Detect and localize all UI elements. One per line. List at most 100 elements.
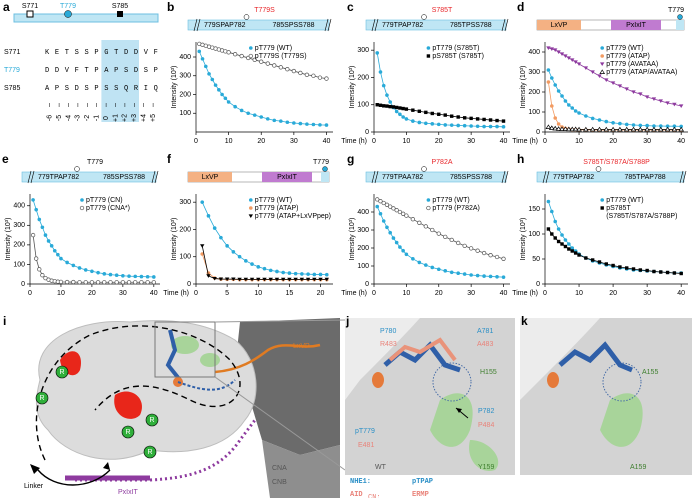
- legend-label: pT779 (ATAP+LxVPpep): [255, 213, 331, 220]
- data-point: [318, 272, 323, 277]
- x-tick-label: 30: [643, 290, 651, 297]
- legend-marker: [599, 69, 606, 74]
- data-point: [83, 268, 88, 272]
- legend-marker: [600, 46, 604, 50]
- data-point: [287, 271, 292, 275]
- data-point: [553, 83, 558, 87]
- data-point: [501, 256, 506, 261]
- data-point: [71, 279, 76, 285]
- data-point: [200, 200, 205, 204]
- legend-label: pT779 (WT): [606, 197, 643, 204]
- x-tick-label: 20: [609, 290, 617, 297]
- residue-mark: R: [125, 429, 130, 436]
- data-point: [630, 126, 637, 132]
- data-point: [378, 70, 383, 74]
- x-tick-label: 40: [500, 138, 508, 145]
- data-point: [388, 230, 392, 235]
- data-point: [391, 236, 396, 240]
- data-point: [559, 52, 565, 56]
- data-point: [218, 277, 224, 282]
- highlight: [101, 40, 139, 122]
- data-point: [417, 120, 422, 125]
- legend-marker: [426, 46, 431, 50]
- x-tick-label: 20: [609, 138, 617, 145]
- x-tick-label: 5: [225, 290, 229, 297]
- site-icon: [595, 166, 602, 172]
- panel-label: d: [517, 0, 524, 14]
- legend-subscript: CN:: [368, 494, 381, 498]
- residue-mark: R: [149, 417, 154, 424]
- data-point: [203, 64, 208, 69]
- data-point: [550, 232, 554, 236]
- data-point: [411, 119, 415, 123]
- data-point: [424, 121, 428, 126]
- data-point: [281, 270, 285, 275]
- data-point: [556, 227, 561, 231]
- data-point: [275, 269, 279, 274]
- data-point: [306, 272, 310, 276]
- motif-label: 779TPAA782: [382, 174, 423, 181]
- data-point: [652, 124, 656, 128]
- x-tick-label: 30: [467, 138, 475, 145]
- data-point: [456, 271, 460, 276]
- data-point: [443, 269, 448, 273]
- data-point: [475, 124, 480, 129]
- data-point: [300, 272, 304, 276]
- data-point: [456, 123, 460, 128]
- data-point: [56, 252, 60, 257]
- data-point: [37, 217, 42, 222]
- data-point: [239, 108, 244, 113]
- data-point: [268, 277, 273, 282]
- data-point: [213, 83, 218, 87]
- y-tick-label: 300: [13, 222, 25, 229]
- data-point: [305, 122, 309, 126]
- data-point: [108, 280, 113, 285]
- data-point: [397, 209, 403, 215]
- data-point: [324, 272, 329, 277]
- break-mark: [27, 170, 35, 184]
- data-point: [570, 246, 575, 250]
- data-point: [298, 70, 303, 76]
- data-point: [638, 92, 643, 96]
- data-point: [436, 267, 441, 272]
- data-point: [34, 256, 39, 261]
- data-point: [559, 126, 565, 131]
- legend-marker: [426, 205, 431, 211]
- position: 0: [103, 116, 110, 120]
- data-point: [597, 74, 602, 78]
- data-point: [638, 268, 643, 272]
- data-point: [566, 126, 572, 132]
- data-point: [562, 126, 569, 131]
- data-point: [553, 236, 557, 240]
- legend-label: pT779 (WT): [255, 197, 292, 204]
- data-point: [375, 51, 380, 55]
- x-tick-label: 40: [677, 290, 685, 297]
- legend-sequence: ERMP: [412, 491, 429, 498]
- data-point: [378, 103, 383, 107]
- x-tick-label: 30: [119, 290, 127, 297]
- data-point: [679, 124, 683, 129]
- data-point: [249, 277, 255, 282]
- site-label: T779: [313, 159, 329, 166]
- data-point: [556, 122, 561, 126]
- motif-label: 779TPAP782: [553, 174, 594, 181]
- y-tick-label: 200: [357, 74, 369, 81]
- data-point: [265, 61, 270, 66]
- y-tick-label: 400: [528, 49, 540, 56]
- legend-label: pT779 (CN): [86, 197, 123, 204]
- residue-mark: R: [59, 369, 64, 376]
- data-point: [401, 115, 405, 119]
- data-point: [231, 250, 236, 254]
- position: +2: [122, 114, 129, 122]
- x-tick-label: 0: [543, 138, 547, 145]
- data-point: [375, 197, 380, 202]
- data-point: [293, 271, 298, 276]
- data-point: [659, 270, 663, 274]
- data-point: [398, 245, 402, 249]
- x-tick-label: 10: [575, 290, 583, 297]
- data-point: [96, 270, 100, 275]
- motif-label: PxIxIT: [277, 174, 298, 181]
- x-tick-label: 10: [402, 290, 410, 297]
- data-point: [671, 126, 678, 132]
- data-point: [411, 108, 415, 112]
